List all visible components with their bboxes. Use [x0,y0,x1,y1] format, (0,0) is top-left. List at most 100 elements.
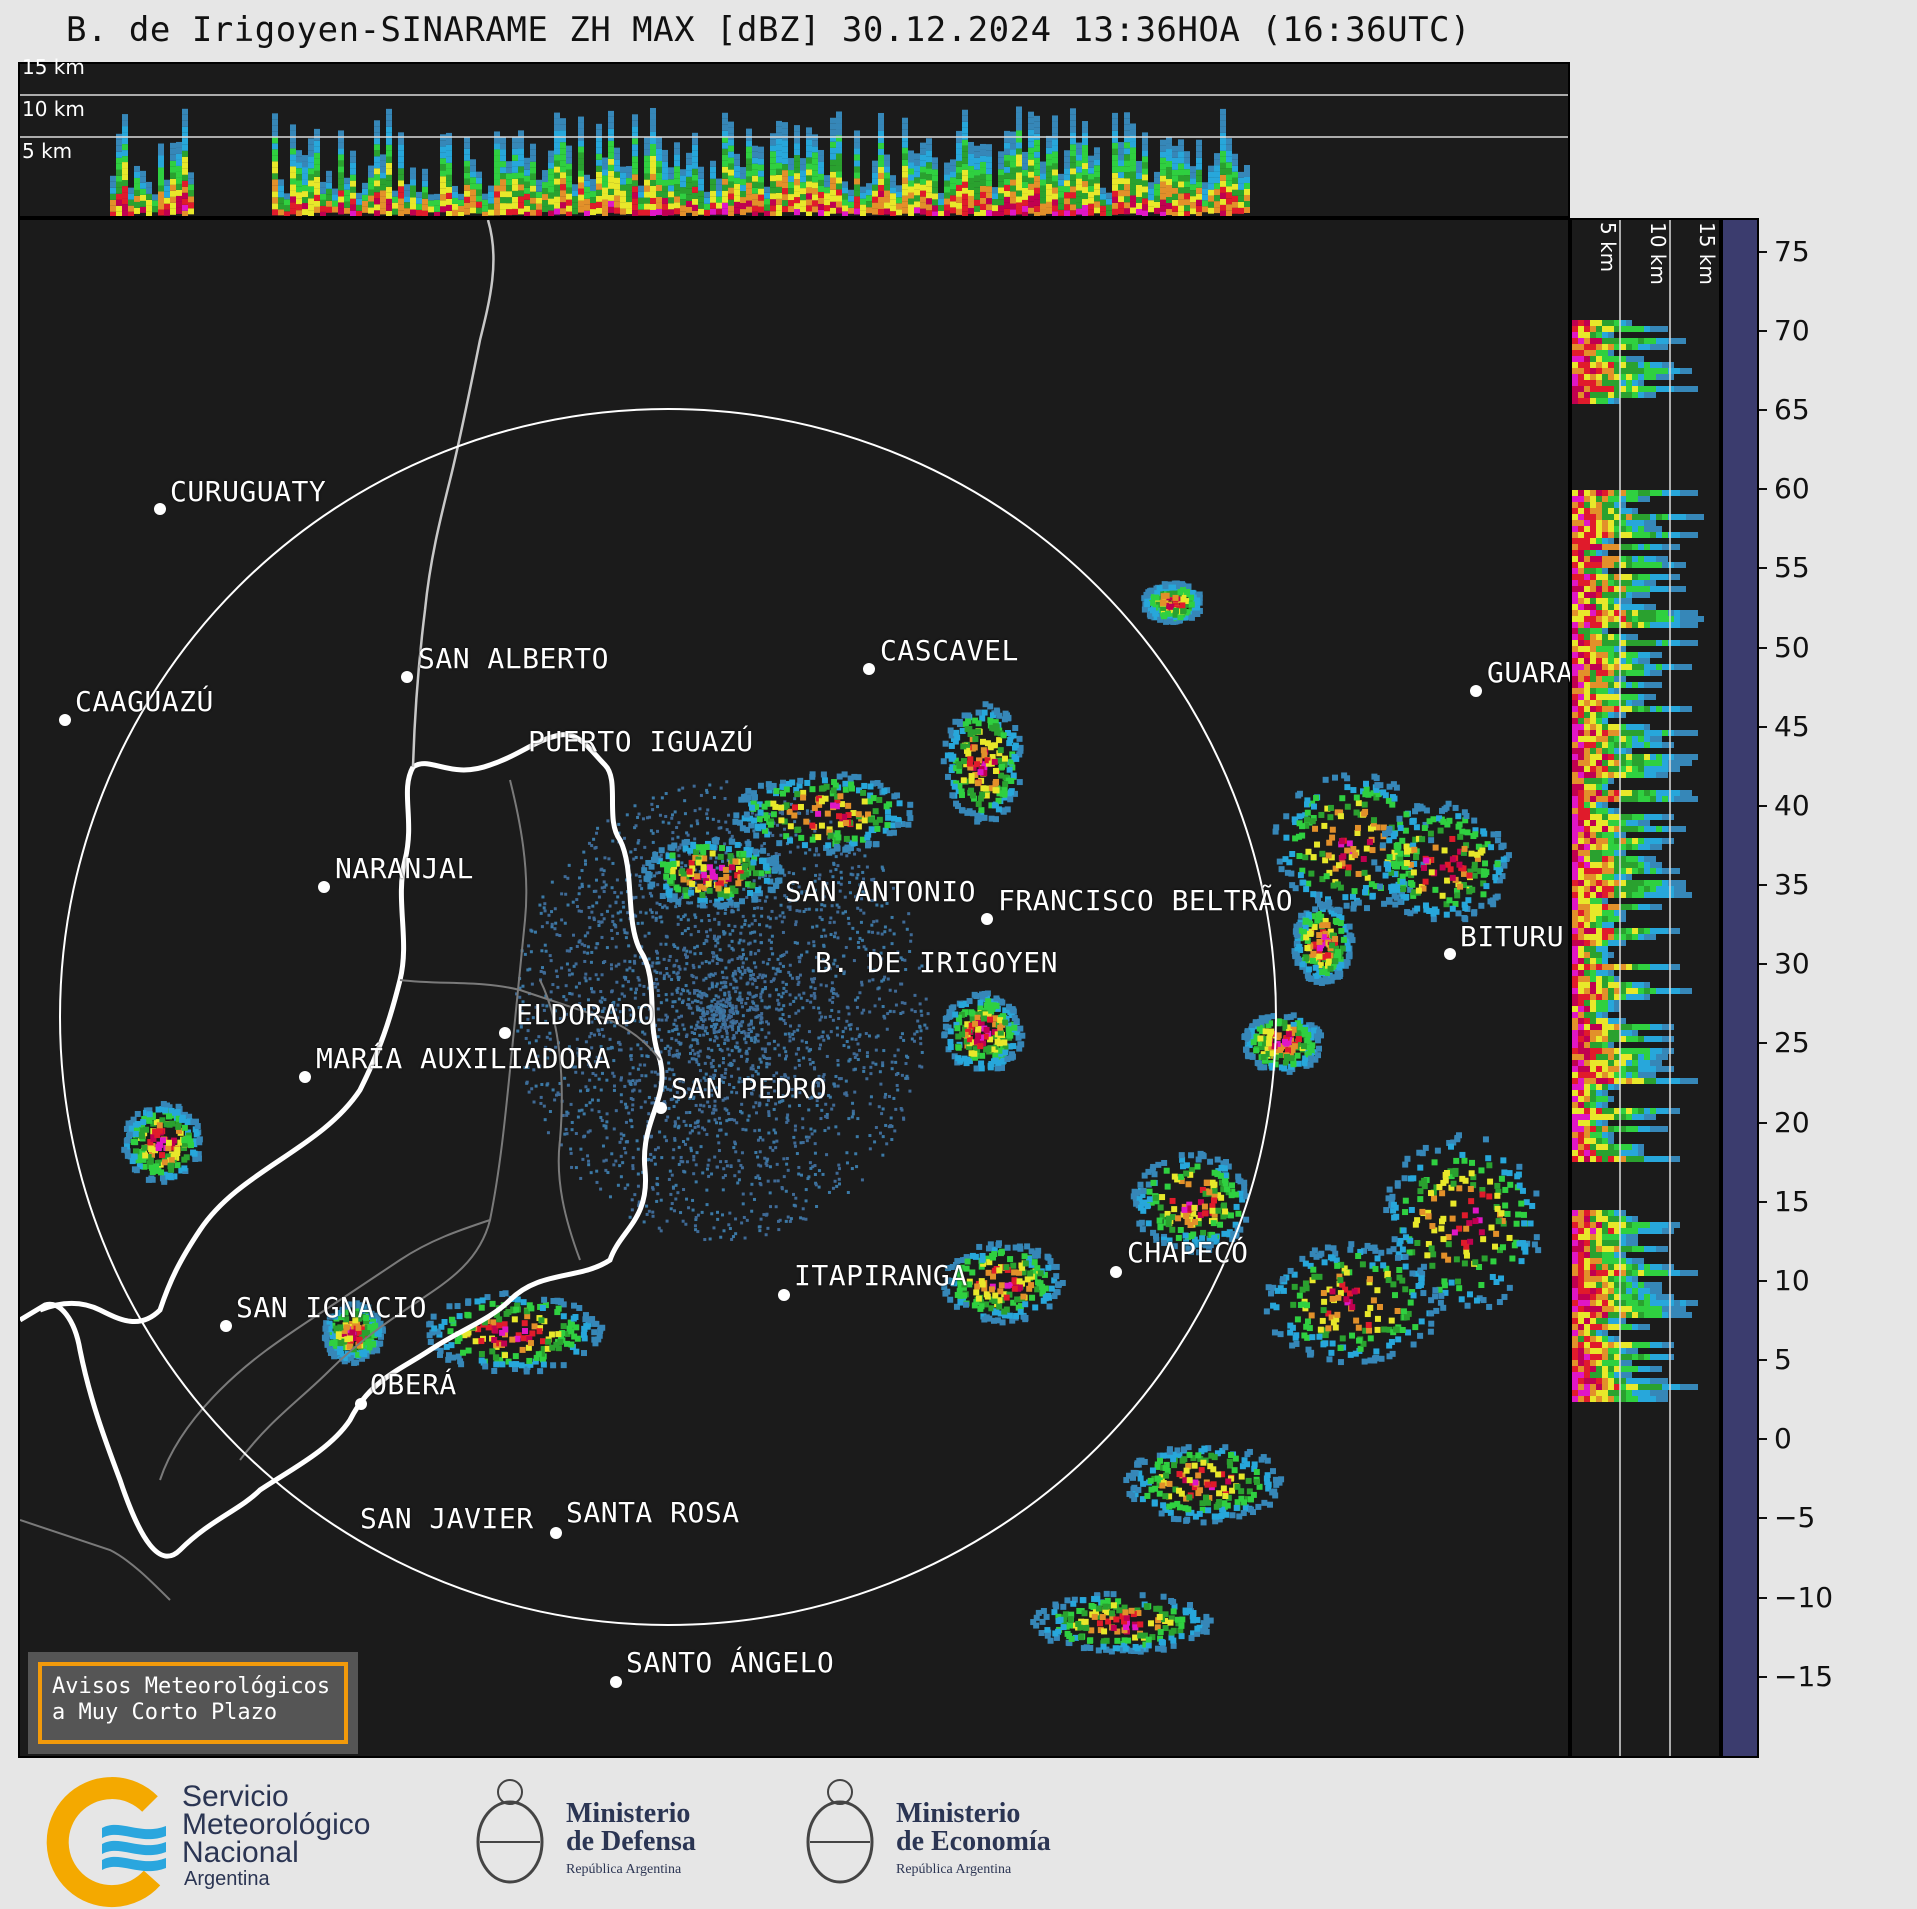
clutter-pixel [618,1010,622,1014]
top-profile-echo [830,171,836,178]
clutter-pixel [725,828,729,832]
top-profile-echo [698,184,704,191]
top-profile-echo [608,194,614,201]
storm-echo-pixel [830,802,837,809]
top-profile-echo [638,203,644,210]
clutter-pixel [716,935,720,939]
storm-echo-pixel [970,764,977,771]
clutter-pixel [703,1128,707,1132]
clutter-pixel [788,905,792,909]
clutter-pixel [685,949,689,953]
top-profile-echo [1112,208,1118,215]
clutter-pixel [677,821,681,825]
top-profile-echo [980,155,986,162]
clutter-pixel [742,1030,746,1034]
clutter-pixel [704,1078,708,1082]
top-profile-echo [962,115,968,122]
top-profile-echo [302,209,308,216]
clutter-pixel [722,1167,726,1171]
top-profile-echo [968,159,974,166]
clutter-pixel [701,1012,705,1016]
storm-echo-pixel [723,901,730,908]
top-profile-echo [668,203,674,210]
top-profile-echo [752,163,758,170]
top-profile-echo [158,179,164,186]
top-profile-echo [902,165,908,172]
top-profile-echo [584,174,590,181]
clutter-pixel [706,1100,710,1104]
clutter-pixel [700,919,704,923]
top-profile-echo [830,195,836,202]
clutter-pixel [788,898,792,902]
clutter-pixel [580,1108,584,1112]
top-profile-echo [1232,165,1238,172]
clutter-pixel [784,982,788,986]
storm-echo-pixel [683,892,690,899]
clutter-pixel [656,989,660,993]
top-profile-echo [722,118,728,125]
storm-echo-pixel [794,791,801,798]
top-profile-echo [770,151,776,158]
clutter-pixel [777,853,781,857]
top-profile-echo [860,186,866,193]
top-profile-echo [908,174,914,181]
clutter-pixel [747,1023,751,1027]
storm-echo-pixel [705,840,712,847]
clutter-pixel [650,910,654,914]
storm-echo-pixel [740,850,747,857]
top-profile-echo [146,187,152,194]
top-profile-echo [962,169,968,176]
clutter-pixel [785,1120,789,1124]
top-profile-echo [476,201,482,208]
clutter-pixel [747,1031,751,1035]
top-profile-echo [332,200,338,207]
clutter-pixel [577,909,581,913]
clutter-pixel [619,1078,623,1082]
top-profile-echo [1034,199,1040,206]
storm-echo-pixel [666,895,673,902]
storm-echo-pixel [723,873,730,880]
top-profile-echo [578,200,584,207]
storm-echo-pixel [885,814,892,821]
clutter-pixel [740,1020,744,1024]
clutter-pixel [650,964,654,968]
top-profile-echo [704,203,710,210]
clutter-pixel [687,1060,691,1064]
clutter-pixel [671,1000,675,1004]
clutter-pixel [749,1066,753,1070]
top-profile-echo [1208,201,1214,208]
clutter-pixel [664,942,668,946]
clutter-pixel [620,992,624,996]
clutter-pixel [727,993,731,997]
top-profile-echo [986,168,992,175]
clutter-pixel [649,829,653,833]
clutter-pixel [734,1006,738,1010]
top-profile-echo [908,204,914,211]
storm-echo-pixel [779,783,786,790]
storm-echo-pixel [761,803,768,810]
clutter-pixel [847,1012,851,1016]
top-profile-echo [728,181,734,188]
clutter-pixel [739,1109,743,1113]
clutter-pixel [631,1066,635,1070]
clutter-pixel [714,939,718,943]
clutter-pixel [902,920,906,924]
top-profile-echo [464,166,470,173]
clutter-pixel [639,1047,643,1051]
clutter-pixel [673,1018,677,1022]
top-profile-echo [962,211,968,216]
clutter-pixel [682,948,686,952]
clutter-pixel [727,1001,731,1005]
clutter-pixel [835,964,839,968]
top-profile-echo [458,199,464,206]
top-profile-echo [524,157,530,164]
top-profile-echo [1106,198,1112,205]
top-profile-echo [494,179,500,186]
top-profile-echo [1226,180,1232,187]
top-profile-echo [536,197,542,204]
top-profile-echo [980,203,986,210]
clutter-pixel [789,802,793,806]
clutter-pixel [784,1074,788,1078]
clutter-pixel [658,915,662,919]
clutter-pixel [797,1172,801,1176]
